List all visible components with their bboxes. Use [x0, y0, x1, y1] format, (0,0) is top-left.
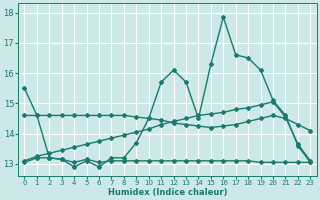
X-axis label: Humidex (Indice chaleur): Humidex (Indice chaleur) — [108, 188, 227, 197]
